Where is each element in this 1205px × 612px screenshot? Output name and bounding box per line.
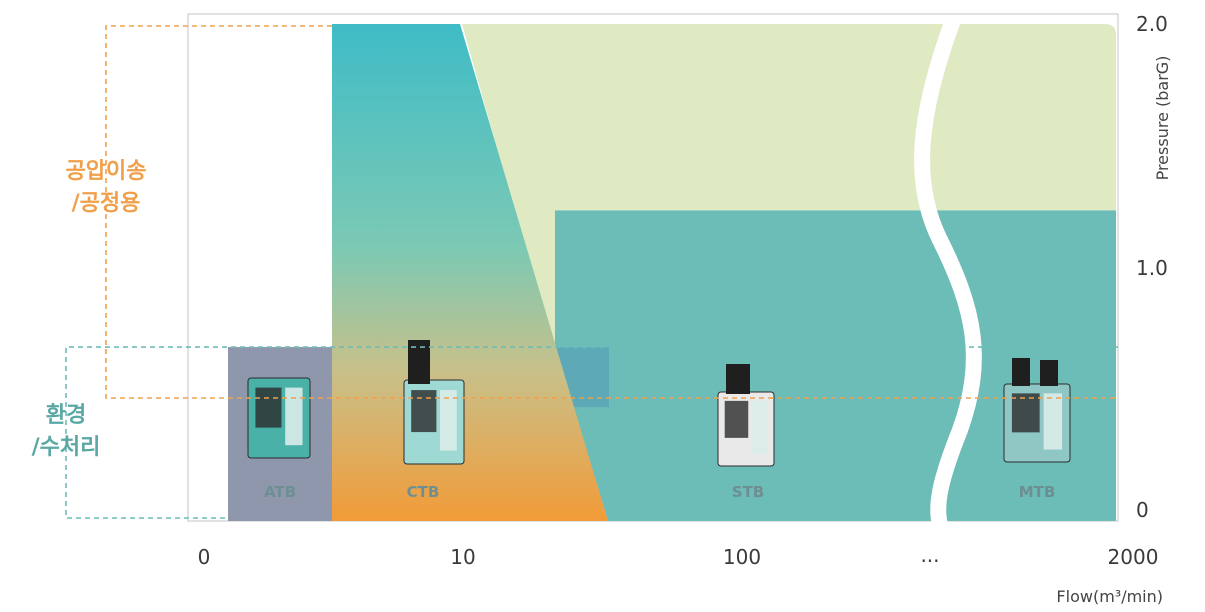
guide-layer — [65, 25, 1118, 519]
ctb-motor-icon — [408, 340, 430, 384]
mtb-motor-right-icon — [1040, 360, 1058, 386]
mtb-motor-left-icon — [1012, 358, 1030, 386]
x-tick-label: 10 — [450, 545, 475, 569]
product-layer — [247, 340, 1071, 467]
environment-application-label: 환경/수처리 — [32, 403, 101, 460]
y-tick-label: 0 — [1136, 498, 1149, 522]
region-layer — [187, 13, 1119, 527]
ctb-machine-icon — [403, 379, 465, 465]
ctb-region — [332, 24, 608, 521]
y-axis-title: Pressure (barG) — [1153, 56, 1172, 181]
stb-machine-icon — [717, 391, 775, 467]
process-guide-line — [105, 25, 1118, 399]
label-layer: ATB CTB STB MTB 2.0 1.0 0 0 10 100... 2000 Flow(m³/… — [32, 12, 1172, 606]
upper-pressure-band — [462, 24, 1116, 356]
process-application-label: 공압이송/공정용 — [66, 159, 147, 216]
product-label-atb: ATB — [264, 483, 296, 501]
axis-break-wave — [914, 17, 982, 527]
product-label-stb: STB — [732, 483, 764, 501]
x-tick-label: 2000 — [1108, 545, 1159, 569]
atb-machine-icon — [247, 377, 311, 459]
product-label-ctb: CTB — [407, 483, 440, 501]
product-label-mtb: MTB — [1019, 483, 1056, 501]
x-tick-label: 0 — [198, 545, 211, 569]
stb-region — [555, 210, 1116, 521]
env-guide-line — [65, 346, 1118, 519]
x-tick-label: ... — [920, 543, 939, 567]
x-axis-title: Flow(m³/min) — [1056, 587, 1163, 606]
stb-motor-icon — [726, 364, 750, 394]
x-tick-label: 100 — [723, 545, 761, 569]
y-tick-label: 1.0 — [1136, 256, 1168, 280]
mtb-machine-icon — [1003, 383, 1071, 463]
y-tick-label: 2.0 — [1136, 12, 1168, 36]
